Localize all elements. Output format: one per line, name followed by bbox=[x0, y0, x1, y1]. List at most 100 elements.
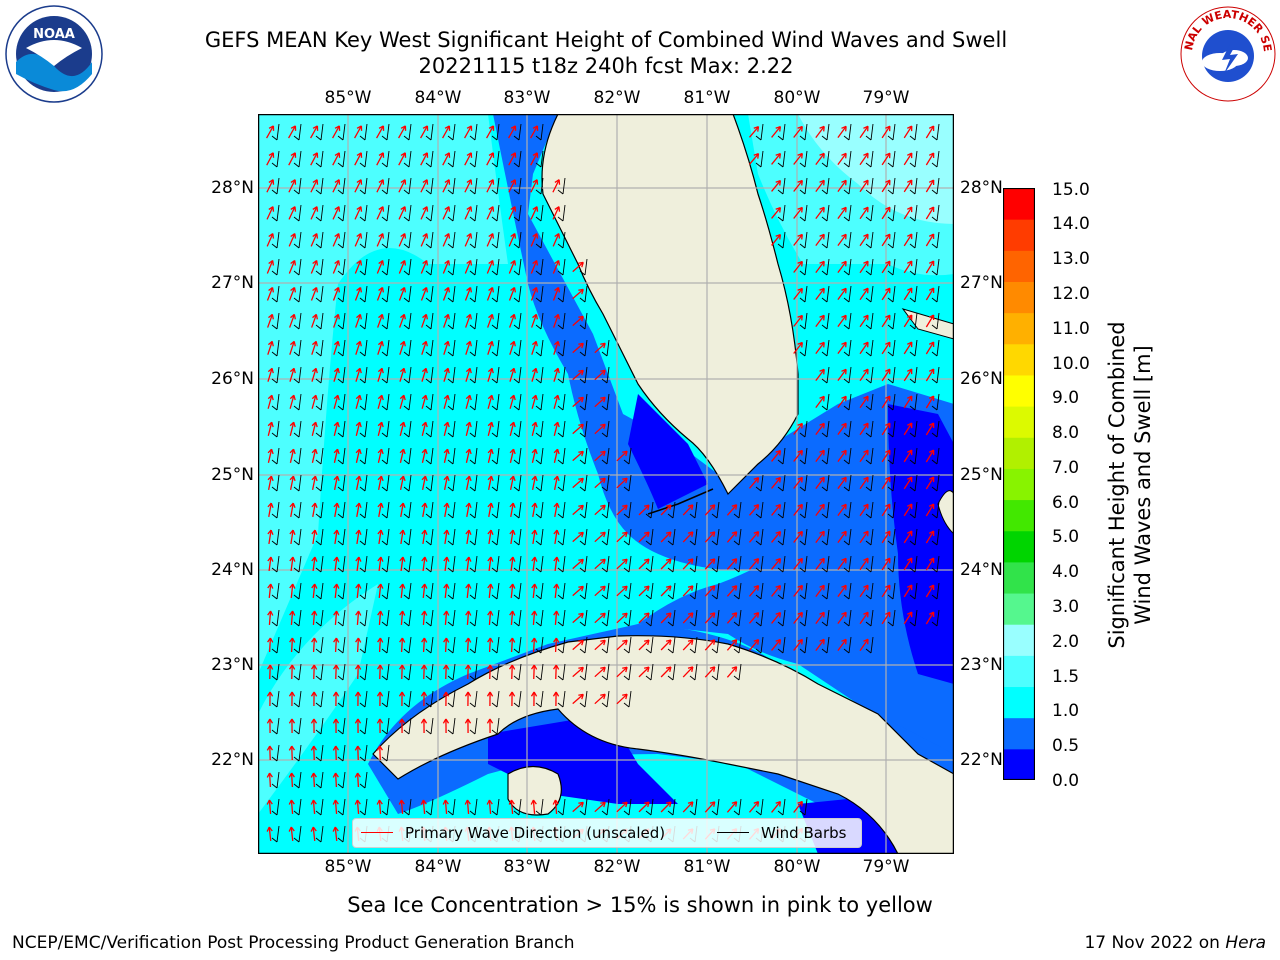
wind-barb bbox=[887, 501, 896, 519]
colorbar-segment bbox=[1003, 593, 1035, 625]
wave-direction-arrow bbox=[572, 666, 584, 678]
wave-direction-arrow bbox=[771, 126, 781, 138]
wind-barb bbox=[491, 501, 500, 519]
wind-barb bbox=[667, 663, 676, 681]
wind-barb bbox=[271, 204, 280, 222]
wave-direction-arrow bbox=[442, 287, 450, 301]
wave-direction-arrow bbox=[837, 260, 847, 274]
wave-direction-arrow bbox=[267, 314, 273, 328]
colorbar-segment bbox=[1003, 250, 1035, 282]
wave-direction-arrow bbox=[554, 556, 558, 572]
wave-direction-arrowhead bbox=[885, 341, 891, 348]
lat-tick-left: 27°N bbox=[211, 273, 254, 293]
wave-direction-arrowhead bbox=[443, 529, 450, 535]
wave-direction-arrow bbox=[903, 422, 913, 436]
wave-direction-arrowhead bbox=[376, 691, 384, 697]
wave-direction-arrowhead bbox=[332, 826, 339, 832]
wave-direction-arrowhead bbox=[906, 449, 913, 456]
wind-barb bbox=[931, 366, 940, 384]
wind-barb bbox=[689, 609, 698, 627]
wind-barb bbox=[447, 123, 456, 141]
wave-direction-arrowhead bbox=[665, 666, 672, 673]
wave-direction-arrowhead bbox=[332, 799, 339, 805]
wave-direction-arrow bbox=[554, 529, 558, 545]
wave-direction-arrowhead bbox=[819, 287, 825, 294]
wave-direction-arrowhead bbox=[819, 611, 825, 618]
wave-direction-arrow bbox=[881, 476, 891, 490]
wave-direction-arrow bbox=[355, 476, 361, 490]
wave-direction-arrowhead bbox=[687, 639, 694, 645]
wave-direction-arrow bbox=[594, 612, 606, 624]
wind-barb bbox=[513, 555, 522, 573]
wave-direction-arrowhead bbox=[268, 125, 275, 131]
wind-barb bbox=[381, 339, 390, 357]
wave-direction-arrowhead bbox=[819, 584, 825, 591]
wave-direction-arrow bbox=[572, 396, 584, 408]
wave-direction-arrowhead bbox=[267, 475, 274, 482]
wave-direction-arrow bbox=[312, 826, 316, 842]
wind-barb bbox=[887, 231, 896, 249]
wind-barb bbox=[777, 150, 786, 168]
wave-direction-arrow bbox=[487, 449, 493, 463]
wind-barb bbox=[315, 474, 324, 492]
wind-barb bbox=[469, 258, 478, 276]
sea-band-2.0-3.0-ne bbox=[798, 114, 954, 224]
wind-barb bbox=[381, 636, 390, 654]
wind-barb bbox=[887, 528, 896, 546]
nws-logo: NATIONAL WEATHER SERVICE bbox=[1178, 4, 1276, 102]
lat-tick-right: 27°N bbox=[960, 273, 1003, 293]
wave-direction-arrowhead bbox=[267, 583, 274, 589]
wave-direction-arrowhead bbox=[400, 260, 407, 266]
wave-direction-arrow bbox=[376, 287, 384, 301]
wind-barb bbox=[315, 123, 324, 141]
wave-direction-arrow bbox=[815, 342, 825, 354]
wave-direction-arrowhead bbox=[709, 801, 716, 807]
wave-direction-arrow bbox=[682, 531, 694, 543]
wind-barb bbox=[337, 663, 346, 681]
wind-barb bbox=[887, 366, 896, 384]
wave-direction-arrow bbox=[903, 125, 913, 139]
wave-direction-arrowhead bbox=[731, 531, 738, 537]
wave-direction-arrow bbox=[356, 637, 360, 653]
lon-tick-top: 85°W bbox=[324, 88, 372, 108]
wind-barb-legend-line bbox=[717, 832, 749, 833]
wind-barb bbox=[733, 798, 742, 816]
wind-barb bbox=[843, 285, 852, 303]
wave-direction-arrow bbox=[616, 558, 628, 570]
wave-direction-arrowhead bbox=[465, 475, 472, 482]
wave-direction-arrow bbox=[312, 502, 316, 518]
wind-barb bbox=[403, 447, 412, 465]
wave-direction-arrowhead bbox=[531, 583, 538, 589]
wave-direction-arrow bbox=[859, 422, 869, 436]
wind-barb bbox=[513, 285, 522, 303]
wind-barb bbox=[799, 177, 808, 195]
wind-barb bbox=[931, 312, 940, 330]
wave-direction-arrowhead bbox=[863, 260, 869, 267]
lon-tick-bottom: 81°W bbox=[683, 857, 731, 877]
wave-direction-arrow bbox=[489, 664, 491, 680]
wave-direction-arrow bbox=[553, 449, 559, 463]
wave-direction-arrowhead bbox=[863, 287, 869, 294]
wind-barb bbox=[843, 447, 852, 465]
wave-direction-arrow bbox=[288, 233, 296, 247]
wave-direction-arrowhead bbox=[863, 206, 869, 213]
wave-direction-arrow bbox=[881, 206, 891, 220]
wind-barb bbox=[315, 231, 324, 249]
wave-direction-arrow bbox=[313, 664, 315, 680]
wave-direction-arrow bbox=[859, 287, 869, 301]
wave-direction-arrow bbox=[310, 233, 318, 247]
wave-direction-arrowhead bbox=[355, 421, 362, 428]
wave-direction-arrowhead bbox=[885, 287, 891, 294]
wave-direction-arrowhead bbox=[443, 340, 450, 347]
wave-direction-arrow bbox=[288, 125, 296, 139]
wave-direction-arrow bbox=[903, 206, 913, 220]
wind-barb bbox=[535, 177, 544, 195]
colorbar-tick: 2.0 bbox=[1052, 632, 1080, 652]
wave-direction-arrowhead bbox=[509, 556, 516, 562]
wave-direction-arrow bbox=[748, 612, 760, 624]
lon-tick-top: 80°W bbox=[773, 88, 821, 108]
wave-direction-arrowhead bbox=[643, 639, 650, 646]
wave-direction-arrow bbox=[465, 368, 471, 382]
wave-direction-arrowhead bbox=[553, 556, 560, 562]
wave-direction-arrowhead bbox=[819, 233, 825, 240]
